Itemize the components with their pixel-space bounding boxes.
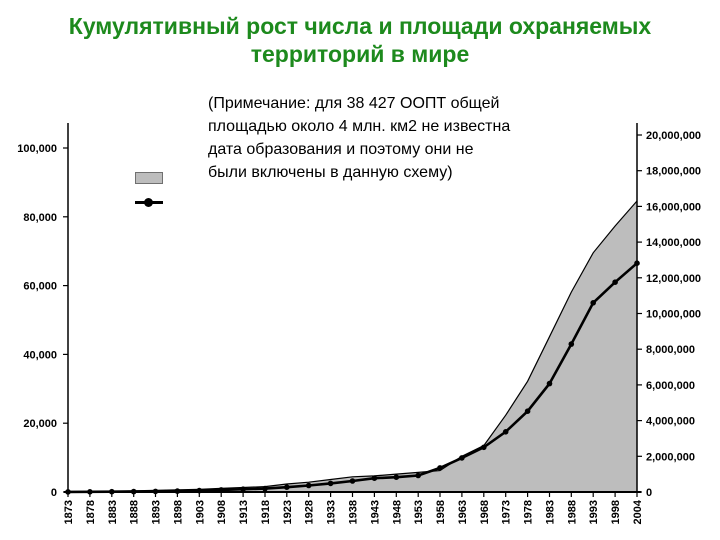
line-series-marker bbox=[481, 444, 487, 451]
x-tick-label: 1963 bbox=[457, 500, 469, 524]
x-tick-label: 1913 bbox=[238, 500, 250, 524]
area-series-fill bbox=[68, 201, 637, 492]
right-tick-label: 0 bbox=[646, 487, 652, 499]
line-series-marker bbox=[634, 260, 640, 267]
left-tick-label: 80,000 bbox=[23, 212, 57, 224]
x-tick-label: 1933 bbox=[326, 500, 338, 524]
x-tick-label: 1993 bbox=[588, 500, 600, 524]
x-tick-label: 2004 bbox=[632, 499, 644, 524]
note-annotation: (Примечание: для 38 427 ООПТ общей площа… bbox=[208, 92, 588, 184]
line-series-marker bbox=[262, 485, 268, 492]
line-series-marker bbox=[174, 488, 181, 494]
chart-title-line2: территорий в мире bbox=[250, 41, 470, 67]
line-series-marker bbox=[415, 472, 422, 479]
x-tick-label: 1908 bbox=[216, 500, 228, 524]
note-line: площадью около 4 млн. км2 не известна bbox=[208, 118, 511, 135]
x-tick-label: 1998 bbox=[610, 500, 622, 524]
chart-title: Кумулятивный рост числа и площади охраня… bbox=[0, 12, 720, 68]
right-tick-label: 18,000,000 bbox=[646, 166, 701, 178]
x-tick-label: 1968 bbox=[479, 500, 491, 524]
line-series-marker bbox=[590, 300, 596, 306]
x-tick-label: 1928 bbox=[304, 500, 316, 524]
x-tick-label: 1873 bbox=[63, 500, 75, 524]
right-tick-label: 14,000,000 bbox=[646, 237, 701, 249]
x-tick-label: 1973 bbox=[501, 500, 513, 524]
line-series-marker bbox=[152, 488, 159, 495]
x-tick-label: 1978 bbox=[523, 500, 535, 524]
note-line: (Примечание: для 38 427 ООПТ общей bbox=[208, 95, 500, 112]
line-series-marker bbox=[109, 488, 115, 495]
line-series-marker bbox=[612, 279, 618, 286]
legend-black-line-marker-dot bbox=[144, 198, 153, 207]
line-series-marker bbox=[327, 480, 334, 487]
line-series-marker bbox=[349, 478, 356, 484]
line-series-marker bbox=[196, 487, 203, 494]
left-tick-label: 60,000 bbox=[23, 281, 57, 293]
x-tick-label: 1943 bbox=[369, 500, 381, 524]
line-series-marker bbox=[524, 408, 531, 415]
left-tick-label: 20,000 bbox=[23, 418, 57, 430]
right-tick-label: 16,000,000 bbox=[646, 201, 701, 213]
line-series-marker bbox=[459, 455, 465, 461]
x-tick-label: 1903 bbox=[194, 500, 206, 524]
line-series-marker bbox=[393, 474, 400, 481]
note-line: были включены в данную схему) bbox=[208, 164, 453, 181]
right-tick-label: 8,000,000 bbox=[646, 344, 695, 356]
right-tick-label: 12,000,000 bbox=[646, 273, 701, 285]
line-series-marker bbox=[240, 486, 246, 493]
line-series-marker bbox=[87, 489, 93, 495]
line-series-marker bbox=[284, 484, 290, 491]
right-tick-label: 2,000,000 bbox=[646, 451, 695, 463]
x-tick-label: 1898 bbox=[172, 500, 184, 524]
line-series-marker bbox=[218, 487, 224, 493]
x-tick-label: 1883 bbox=[107, 500, 119, 524]
x-tick-label: 1953 bbox=[413, 500, 425, 524]
x-tick-label: 1938 bbox=[348, 500, 360, 524]
line-series-marker bbox=[65, 489, 71, 495]
line-series-marker bbox=[502, 429, 509, 435]
right-tick-label: 20,000,000 bbox=[646, 130, 701, 142]
x-tick-label: 1958 bbox=[435, 500, 447, 524]
x-tick-label: 1888 bbox=[129, 500, 141, 524]
x-tick-label: 1918 bbox=[260, 500, 272, 524]
x-tick-label: 1893 bbox=[151, 500, 163, 524]
right-tick-label: 6,000,000 bbox=[646, 380, 695, 392]
x-tick-label: 1983 bbox=[545, 500, 557, 524]
left-tick-label: 0 bbox=[51, 487, 57, 499]
line-series-marker bbox=[305, 482, 312, 489]
right-tick-label: 10,000,000 bbox=[646, 309, 701, 321]
line-series-marker bbox=[568, 341, 575, 347]
x-tick-label: 1923 bbox=[282, 500, 294, 524]
line-series-marker bbox=[371, 475, 378, 482]
x-tick-label: 1988 bbox=[566, 500, 578, 524]
legend-gray-area-swatch bbox=[135, 172, 163, 184]
right-tick-label: 4,000,000 bbox=[646, 416, 695, 428]
line-series-marker bbox=[546, 380, 553, 387]
left-tick-label: 40,000 bbox=[23, 349, 57, 361]
x-tick-label: 1878 bbox=[85, 500, 97, 524]
line-series-marker bbox=[130, 488, 137, 495]
line-series-marker bbox=[437, 465, 443, 471]
x-tick-label: 1948 bbox=[391, 500, 403, 524]
note-line: дата образования и поэтому они не bbox=[208, 141, 474, 158]
left-tick-label: 100,000 bbox=[17, 143, 57, 155]
chart-title-line1: Кумулятивный рост числа и площади охраня… bbox=[68, 13, 652, 39]
